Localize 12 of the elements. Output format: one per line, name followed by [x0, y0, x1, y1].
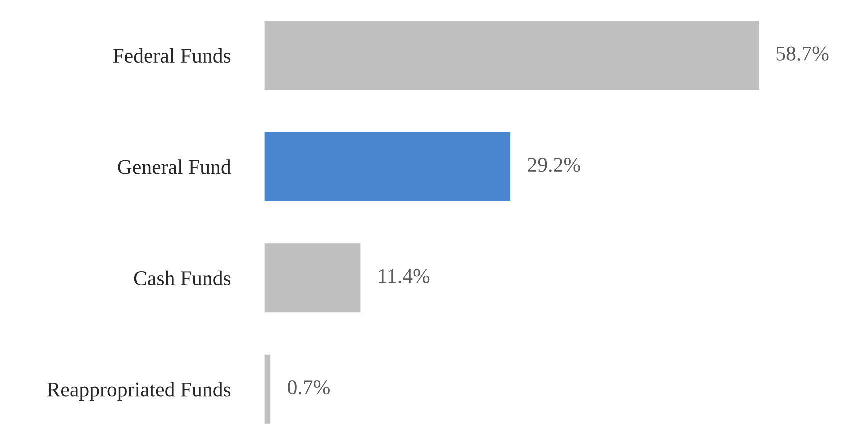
data-label: 58.7% — [776, 46, 829, 61]
data-label: 11.4% — [379, 269, 430, 284]
y-tick-label: Federal Funds — [113, 48, 231, 64]
y-tick-label: Cash Funds — [134, 270, 231, 286]
bar — [264, 132, 511, 202]
y-tick-label: Reappropriated Funds — [47, 382, 231, 402]
data-label: 29.2% — [528, 158, 580, 172]
data-label: 0.7% — [288, 380, 330, 395]
bar — [264, 21, 759, 90]
bar — [264, 244, 361, 313]
y-tick-label: General Fund — [118, 160, 232, 174]
bar — [264, 354, 271, 424]
